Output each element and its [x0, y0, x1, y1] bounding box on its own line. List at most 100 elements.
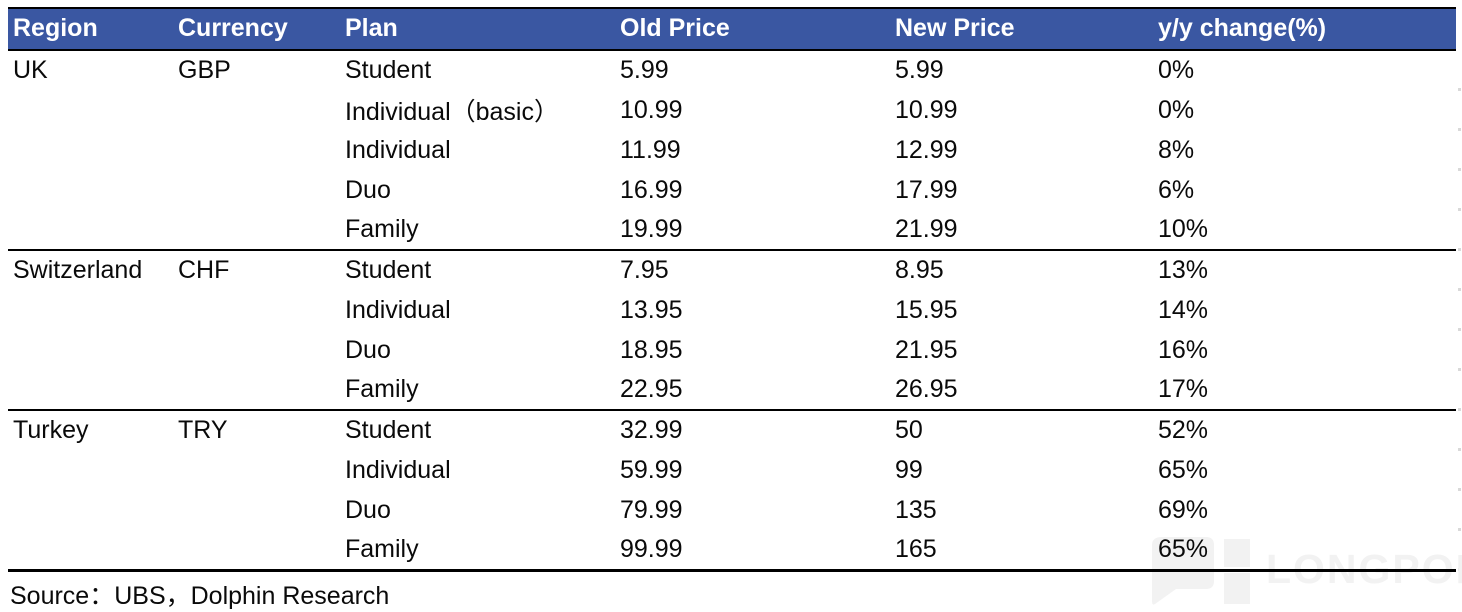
table-row: Individual（basic） 10.99 10.99 0%: [8, 90, 1456, 130]
cell-region: [8, 290, 173, 330]
table-row: Switzerland CHF Student 7.95 8.95 13%: [8, 249, 1456, 290]
cell-currency: [173, 490, 340, 530]
cell-region: [8, 170, 173, 210]
cell-new-price: 99: [895, 455, 923, 484]
cell-new-price: 26.95: [895, 375, 958, 403]
cell-currency: CHF: [173, 249, 340, 290]
cell-currency: GBP: [178, 56, 231, 84]
cell-currency: [173, 450, 340, 490]
table-row: UK GBP Student 5.99 5.99 0%: [8, 50, 1456, 90]
row-edge-ticks: [1458, 88, 1461, 572]
table-row: Individual 13.95 15.95 14%: [8, 290, 1456, 330]
cell-yoy: 17%: [1158, 375, 1209, 403]
pricing-table: Region Currency Plan Old Price New Price…: [8, 7, 1456, 572]
cell-old-price: 32.99: [615, 409, 890, 450]
pricing-table-container: Region Currency Plan Old Price New Price…: [8, 7, 1456, 572]
cell-yoy: 52%: [1153, 409, 1456, 450]
table-row: Individual 11.99 12.99 8%: [8, 130, 1456, 170]
cell-currency: [173, 370, 340, 410]
cell-yoy: 16%: [1158, 335, 1209, 364]
column-header-plan: Plan: [340, 7, 615, 51]
cell-currency: [173, 290, 340, 330]
cell-plan: Individual（basic）: [345, 98, 559, 126]
cell-region: Switzerland: [8, 249, 173, 290]
cell-currency: TRY: [173, 409, 340, 450]
cell-plan: Student: [340, 249, 615, 290]
table-row: Duo 16.99 17.99 6%: [8, 170, 1456, 210]
cell-region: UK: [13, 56, 48, 84]
cell-yoy: 69%: [1158, 495, 1209, 524]
cell-yoy: 65%: [1158, 534, 1209, 563]
cell-new-price: 8.95: [890, 249, 1153, 290]
cell-region: [8, 330, 173, 370]
cell-old-price: 5.99: [620, 56, 669, 84]
cell-plan: Family: [345, 215, 419, 243]
cell-new-price: 21.99: [895, 215, 958, 243]
cell-currency: [173, 130, 340, 170]
cell-old-price: 22.95: [620, 375, 683, 403]
cell-region: [8, 530, 173, 570]
cell-yoy: 14%: [1158, 295, 1209, 324]
cell-yoy: 10%: [1158, 215, 1209, 243]
column-header-old-price: Old Price: [615, 7, 890, 51]
cell-new-price: 165: [895, 534, 937, 563]
cell-plan: Family: [345, 534, 419, 563]
cell-region: [8, 210, 173, 250]
cell-plan: Individual: [345, 135, 451, 164]
cell-old-price: 7.95: [615, 249, 890, 290]
cell-old-price: 19.99: [620, 215, 683, 243]
cell-currency: [173, 530, 340, 570]
cell-new-price: 135: [895, 495, 937, 524]
cell-yoy: 0%: [1158, 56, 1195, 84]
cell-plan: Duo: [345, 175, 391, 204]
cell-currency: [173, 330, 340, 370]
cell-region: Turkey: [8, 409, 173, 450]
cell-region: [8, 450, 173, 490]
cell-region: [8, 130, 173, 170]
cell-new-price: 5.99: [895, 56, 944, 84]
cell-old-price: 11.99: [620, 135, 681, 164]
cell-old-price: 10.99: [620, 95, 683, 124]
cell-yoy: 13%: [1153, 249, 1456, 290]
cell-old-price: 18.95: [620, 335, 683, 364]
cell-plan: Student: [345, 56, 432, 84]
cell-yoy: 6%: [1158, 175, 1195, 204]
column-header-yoy-change: y/y change(%): [1153, 7, 1456, 51]
table-header-row: Region Currency Plan Old Price New Price…: [8, 7, 1456, 51]
table-row: Turkey TRY Student 32.99 50 52%: [8, 409, 1456, 450]
cell-region: [8, 90, 173, 130]
cell-plan: Family: [345, 375, 419, 403]
cell-plan: Individual: [345, 455, 451, 484]
table-row: Duo 18.95 21.95 16%: [8, 330, 1456, 370]
cell-old-price: 13.95: [620, 295, 683, 324]
table-row: Individual 59.99 99 65%: [8, 450, 1456, 490]
cell-new-price: 21.95: [895, 335, 958, 364]
cell-yoy: 8%: [1158, 135, 1195, 164]
cell-new-price: 50: [890, 409, 1153, 450]
table-row: Family 99.99 165 65%: [8, 530, 1456, 570]
cell-currency: [173, 210, 340, 250]
cell-old-price: 59.99: [620, 455, 683, 484]
cell-new-price: 12.99: [895, 135, 958, 164]
cell-currency: [173, 90, 340, 130]
cell-old-price: 16.99: [620, 175, 683, 204]
table-row: Family 22.95 26.95 17%: [8, 370, 1456, 410]
source-note: Source：UBS，Dolphin Research: [10, 582, 390, 610]
cell-plan: Duo: [345, 495, 391, 524]
cell-new-price: 10.99: [895, 95, 958, 124]
cell-plan: Individual: [345, 295, 451, 324]
table-row: Duo 79.99 135 69%: [8, 490, 1456, 530]
cell-yoy: 65%: [1158, 455, 1209, 484]
column-header-region: Region: [8, 7, 173, 51]
cell-new-price: 17.99: [895, 175, 958, 204]
cell-plan: Student: [340, 409, 615, 450]
table-row: Family 19.99 21.99 10%: [8, 210, 1456, 250]
cell-region: [8, 490, 173, 530]
column-header-currency: Currency: [173, 7, 340, 51]
cell-yoy: 0%: [1158, 95, 1195, 124]
cell-new-price: 15.95: [895, 295, 958, 324]
cell-old-price: 79.99: [620, 495, 683, 524]
cell-currency: [173, 170, 340, 210]
cell-region: [8, 370, 173, 410]
cell-plan: Duo: [345, 335, 391, 364]
